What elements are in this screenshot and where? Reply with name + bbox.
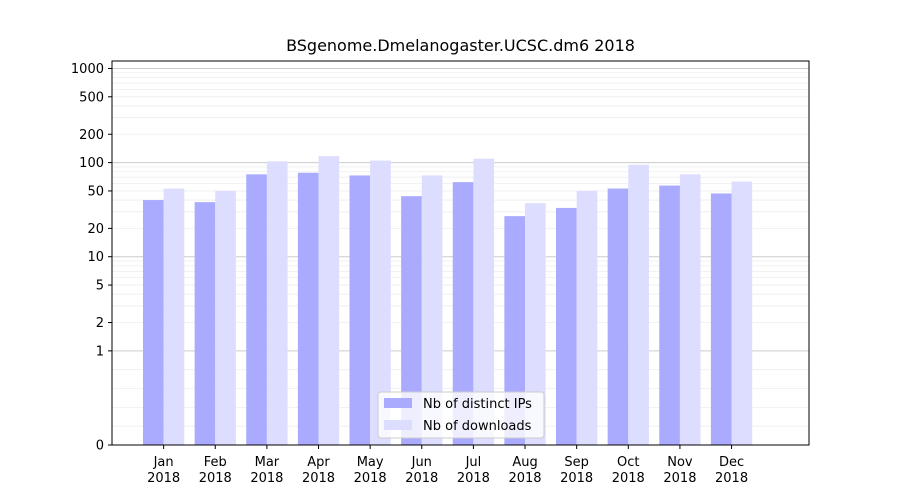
x-tick-label-month: Mar: [255, 455, 280, 470]
chart-title: BSgenome.Dmelanogaster.UCSC.dm6 2018: [286, 36, 635, 55]
x-tick-label-month: Sep: [564, 455, 589, 470]
bar-distinct-ips-jun: [401, 196, 422, 445]
legend-box: [377, 391, 545, 439]
x-tick-label-year: 2018: [612, 471, 645, 486]
axis-layer: Jan2018Feb2018Mar2018Apr2018May2018Jun20…: [71, 62, 748, 486]
bar-downloads-jul: [473, 158, 495, 445]
bar-distinct-ips-jul: [452, 182, 474, 445]
x-tick-label-year: 2018: [405, 471, 438, 486]
y-tick-label: 1: [96, 344, 104, 359]
bar-distinct-ips-sep: [556, 207, 577, 445]
legend-label-downloads: Nb of downloads: [423, 419, 532, 434]
x-tick-label-year: 2018: [250, 471, 283, 486]
bar-downloads-feb: [215, 190, 236, 445]
bar-distinct-ips-jan: [142, 200, 164, 445]
x-tick-label-year: 2018: [508, 471, 541, 486]
x-tick-label-month: Apr: [307, 455, 330, 470]
bar-downloads-jan: [163, 188, 185, 446]
x-tick-label-year: 2018: [560, 471, 593, 486]
y-tick-label: 50: [87, 184, 104, 199]
bar-distinct-ips-feb: [194, 202, 216, 445]
legend-swatch-distinct-ips: [384, 398, 412, 408]
x-tick-label-month: Jun: [411, 455, 432, 470]
x-tick-label-year: 2018: [199, 471, 232, 486]
bars-layer: [142, 156, 753, 446]
x-tick-label-month: Nov: [667, 455, 693, 470]
y-tick-label: 0: [96, 439, 104, 454]
bar-downloads-dec: [731, 181, 753, 445]
bar-downloads-aug: [525, 203, 546, 445]
plot-frame: [111, 60, 810, 446]
y-tick-label: 100: [79, 156, 104, 171]
y-tick-label: 20: [87, 222, 104, 237]
x-tick-label-year: 2018: [457, 471, 490, 486]
x-tick-label-year: 2018: [302, 471, 335, 486]
bar-downloads-apr: [318, 156, 340, 445]
x-tick-label-month: Jul: [465, 455, 482, 470]
legend-swatch-downloads: [384, 420, 412, 430]
x-tick-label-month: Jan: [153, 455, 174, 470]
legend-label-distinct-ips: Nb of distinct IPs: [423, 397, 532, 412]
y-tick-label: 200: [79, 128, 104, 143]
x-tick-label-month: Dec: [719, 455, 744, 470]
x-tick-label-month: Feb: [204, 455, 227, 470]
legend: Nb of distinct IPs Nb of downloads: [377, 391, 545, 439]
y-tick-label: 1000: [71, 62, 104, 77]
x-tick-label-month: May: [357, 455, 384, 470]
x-tick-label-year: 2018: [354, 471, 387, 486]
bar-distinct-ips-oct: [607, 188, 629, 446]
bar-downloads-oct: [628, 164, 649, 445]
bar-downloads-jun: [421, 175, 443, 445]
x-tick-label-year: 2018: [715, 471, 748, 486]
x-tick-label-year: 2018: [663, 471, 696, 486]
bar-distinct-ips-may: [349, 175, 371, 445]
bar-distinct-ips-mar: [246, 174, 267, 445]
x-tick-label-month: Oct: [617, 455, 639, 470]
bar-distinct-ips-aug: [504, 216, 526, 445]
x-tick-label-year: 2018: [147, 471, 180, 486]
y-tick-label: 2: [96, 316, 104, 331]
bar-distinct-ips-nov: [659, 185, 680, 446]
bar-downloads-may: [370, 160, 391, 445]
bar-downloads-sep: [576, 190, 598, 445]
bar-downloads-nov: [679, 174, 701, 445]
x-tick-label-month: Aug: [512, 455, 537, 470]
y-tick-label: 5: [96, 279, 104, 294]
bar-distinct-ips-apr: [297, 172, 319, 445]
y-tick-label: 500: [79, 90, 104, 105]
bar-distinct-ips-dec: [710, 193, 732, 445]
y-tick-label: 10: [87, 250, 104, 265]
bar-downloads-mar: [266, 161, 288, 445]
